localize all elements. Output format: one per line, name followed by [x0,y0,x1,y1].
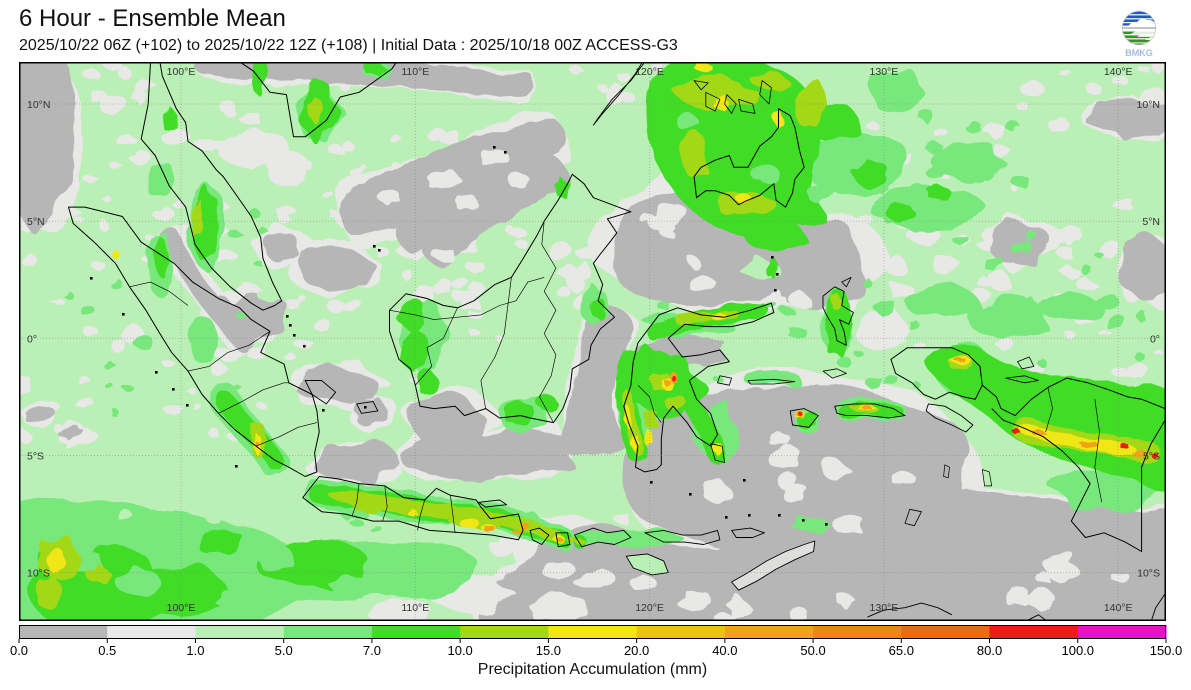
svg-text:20.0: 20.0 [624,643,649,658]
svg-text:100°E: 100°E [167,602,196,614]
svg-text:10°S: 10°S [27,568,50,580]
svg-text:7.0: 7.0 [363,643,381,658]
svg-text:5.0: 5.0 [275,643,293,658]
svg-text:140°E: 140°E [1104,66,1133,78]
svg-text:0.5: 0.5 [98,643,116,658]
svg-text:0.0: 0.0 [10,643,28,658]
svg-text:1.0: 1.0 [186,643,204,658]
svg-text:10°N: 10°N [27,99,50,111]
svg-text:5°N: 5°N [1142,216,1160,228]
svg-text:80.0: 80.0 [977,643,1002,658]
svg-text:10°S: 10°S [1137,568,1160,580]
svg-text:140°E: 140°E [1104,602,1133,614]
svg-text:100.0: 100.0 [1061,643,1094,658]
svg-text:50.0: 50.0 [800,643,825,658]
svg-text:100°E: 100°E [167,66,196,78]
svg-text:10.0: 10.0 [447,643,472,658]
svg-text:110°E: 110°E [401,66,429,78]
svg-text:15.0: 15.0 [536,643,561,658]
svg-text:BMKG: BMKG [1125,48,1153,58]
svg-text:5°N: 5°N [27,216,45,228]
svg-text:120°E: 120°E [635,66,664,78]
svg-text:130°E: 130°E [870,602,899,614]
svg-text:5°S: 5°S [1143,451,1160,463]
svg-text:40.0: 40.0 [712,643,737,658]
svg-text:0°: 0° [27,333,37,345]
svg-text:10°N: 10°N [1137,99,1160,111]
svg-text:120°E: 120°E [635,602,664,614]
svg-text:150.0: 150.0 [1150,643,1183,658]
svg-text:110°E: 110°E [401,602,429,614]
svg-text:5°S: 5°S [27,451,44,463]
svg-text:0°: 0° [1150,333,1160,345]
svg-text:65.0: 65.0 [889,643,914,658]
svg-text:130°E: 130°E [870,66,899,78]
